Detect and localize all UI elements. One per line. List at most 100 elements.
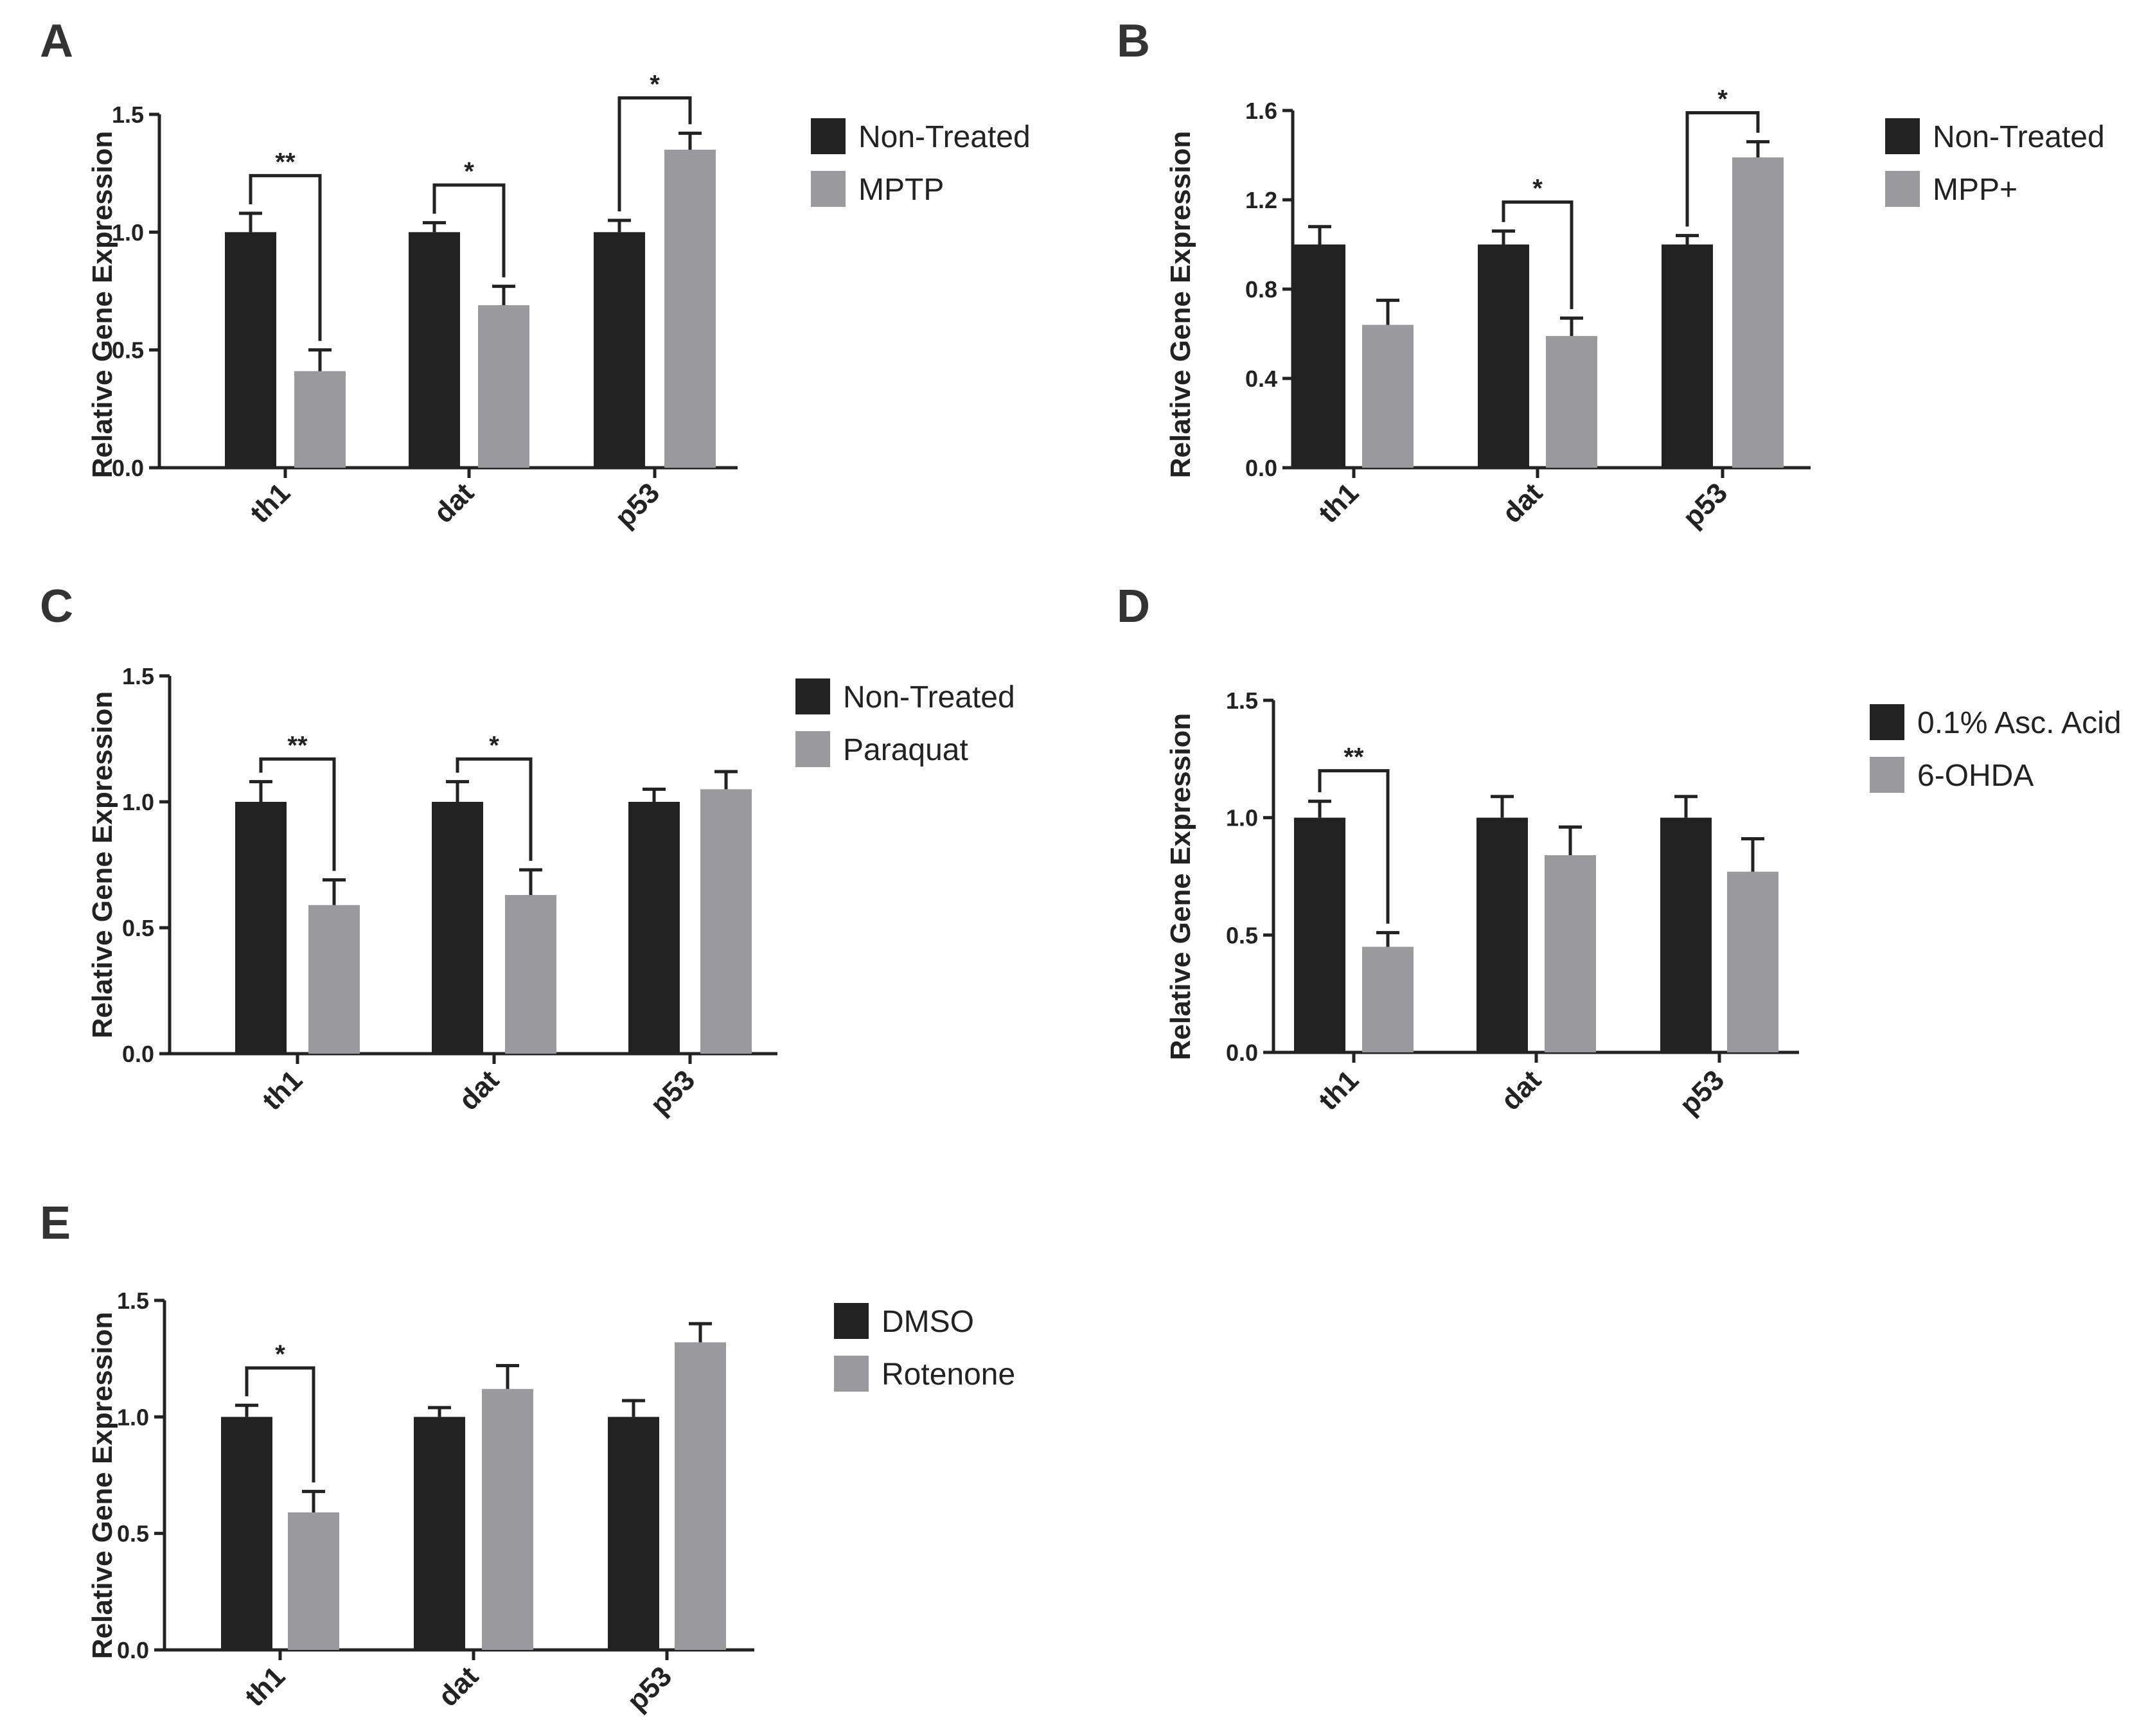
panel-c-legend-label: Paraquat bbox=[843, 733, 968, 767]
panel-b-legend-swatch bbox=[1885, 171, 1920, 207]
panel-b-y-tick-label: 1.6 bbox=[1245, 98, 1277, 124]
panel-d-legend-label: 0.1% Asc. Acid bbox=[1917, 706, 2122, 740]
panel-e-y-axis-label: Relative Gene Expression bbox=[87, 1312, 118, 1659]
panel-c-y-tick-label: 0.5 bbox=[122, 915, 154, 941]
panel-a-bar-p53-control bbox=[594, 232, 645, 468]
panel-c-significance-bracket bbox=[456, 757, 533, 861]
panel-b-bar-dat-control bbox=[1478, 244, 1529, 468]
panel-b-bar-th1-treated bbox=[1362, 324, 1414, 468]
panel-d-category-label-th1: th1 bbox=[1313, 1064, 1365, 1116]
panel-a-bar-p53-treated bbox=[664, 150, 716, 468]
panel-e-category-label-th1: th1 bbox=[239, 1660, 291, 1712]
panel-c-y-tick-label: 0.0 bbox=[122, 1041, 154, 1067]
panel-c-significance-label: ** bbox=[287, 731, 308, 759]
panel-e-y-tick-label: 1.0 bbox=[117, 1404, 149, 1430]
panel-e-category-label-p53: p53 bbox=[621, 1660, 678, 1717]
panel-c-category-label-p53: p53 bbox=[644, 1064, 701, 1120]
panel-d-legend-swatch bbox=[1870, 757, 1904, 793]
panel-d-legend-label: 6-OHDA bbox=[1917, 759, 2034, 793]
panel-e-bar-p53-treated bbox=[675, 1342, 726, 1650]
panel-d-bar-p53-control bbox=[1660, 817, 1712, 1052]
panel-e-bar-th1-control bbox=[221, 1417, 272, 1650]
panel-c-significance-label: * bbox=[489, 731, 499, 759]
panel-e-bar-th1-treated bbox=[288, 1512, 339, 1650]
panel-e-legend-swatch bbox=[834, 1303, 869, 1339]
panel-e-bar-dat-control bbox=[414, 1417, 465, 1650]
panel-c-legend-label: Non-Treated bbox=[843, 680, 1015, 714]
panel-d-bar-th1-treated bbox=[1362, 946, 1414, 1052]
panel-b-bar-p53-control bbox=[1662, 244, 1713, 468]
panel-b-y-axis-label: Relative Gene Expression bbox=[1165, 131, 1196, 478]
panel-a-significance-label: ** bbox=[275, 148, 296, 176]
panel-c-legend-swatch bbox=[795, 678, 830, 714]
panel-a-legend-swatch bbox=[811, 171, 846, 207]
panel-a-y-tick-label: 0.0 bbox=[112, 455, 144, 481]
panel-c-category-label-th1: th1 bbox=[256, 1064, 308, 1116]
panel-a-y-tick-label: 1.5 bbox=[112, 102, 144, 128]
panel-a-legend-swatch bbox=[811, 118, 846, 154]
panel-e-category-label-dat: dat bbox=[432, 1660, 485, 1713]
panel-b-y-tick-label: 0.0 bbox=[1245, 455, 1277, 481]
panel-b-legend-label: Non-Treated bbox=[1933, 120, 2105, 154]
panel-b-significance-label: * bbox=[1717, 85, 1728, 113]
panel-a-y-tick-label: 1.0 bbox=[112, 219, 144, 245]
panel-b-y-tick-label: 1.2 bbox=[1245, 187, 1277, 213]
panel-d-y-tick-label: 1.5 bbox=[1226, 687, 1258, 714]
panel-c-category-label-dat: dat bbox=[453, 1064, 506, 1117]
panel-d-y-tick-label: 1.0 bbox=[1226, 805, 1258, 831]
panel-a-significance-bracket bbox=[432, 183, 506, 278]
panel-b-y-tick-label: 0.4 bbox=[1245, 366, 1277, 392]
panel-e-y-tick-label: 0.0 bbox=[117, 1637, 149, 1663]
panel-a-significance-bracket bbox=[249, 173, 322, 341]
panel-a-letter: A bbox=[40, 15, 73, 67]
panel-d-bar-p53-treated bbox=[1727, 871, 1778, 1052]
panel-c-bar-p53-treated bbox=[700, 789, 752, 1054]
panel-b-legend-label: MPP+ bbox=[1933, 173, 2017, 207]
panel-c-bar-th1-treated bbox=[308, 905, 360, 1054]
panel-d-y-tick-label: 0.5 bbox=[1226, 922, 1258, 948]
panel-c-legend-swatch bbox=[795, 731, 830, 767]
panel-c-bar-th1-control bbox=[235, 802, 287, 1054]
panel-e-legend-label: Rotenone bbox=[882, 1358, 1015, 1392]
panel-c-significance-bracket bbox=[259, 757, 336, 871]
panel-d-bar-dat-control bbox=[1476, 817, 1528, 1052]
panel-c-bar-dat-treated bbox=[505, 895, 556, 1054]
panel-a-legend-label: MPTP bbox=[858, 173, 944, 207]
panel-a-significance-label: * bbox=[650, 70, 660, 98]
panel-e-letter: E bbox=[40, 1198, 71, 1249]
panel-d-letter: D bbox=[1117, 581, 1150, 632]
panel-c: C Relative Gene Expression 0.0 0.5 1.0 1.5 t… bbox=[40, 581, 1015, 1121]
panel-b-bar-th1-control bbox=[1294, 244, 1345, 468]
panel-d-bar-dat-treated bbox=[1545, 855, 1596, 1052]
panel-d-y-tick-label: 0.0 bbox=[1226, 1040, 1258, 1066]
panel-a-y-tick-label: 0.5 bbox=[112, 337, 144, 364]
panel-a-y-axis-label: Relative Gene Expression bbox=[87, 131, 118, 478]
panel-a: A Relative Gene Expression 0.0 0.5 1.0 1.5 t… bbox=[40, 15, 1031, 534]
panel-a-bar-dat-treated bbox=[478, 305, 529, 468]
panel-c-y-axis-label: Relative Gene Expression bbox=[87, 691, 118, 1038]
panel-a-significance-bracket bbox=[617, 96, 692, 211]
panel-d-category-label-p53: p53 bbox=[1674, 1064, 1730, 1120]
panel-a-category-label-th1: th1 bbox=[244, 477, 296, 529]
panel-e-significance-label: * bbox=[275, 1340, 285, 1368]
panel-a-bar-th1-control bbox=[225, 232, 276, 468]
panel-a-significance-label: * bbox=[464, 157, 474, 186]
panel-e-legend-swatch bbox=[834, 1356, 869, 1392]
panel-d-legend-swatch bbox=[1870, 704, 1904, 740]
panel-b: B Relative Gene Expression 0.0 0.4 0.8 1.2 1… bbox=[1117, 15, 2105, 534]
panel-a-legend-label: Non-Treated bbox=[858, 120, 1031, 154]
panel-d-category-label-dat: dat bbox=[1495, 1064, 1548, 1117]
panel-a-bar-th1-treated bbox=[294, 371, 346, 468]
panel-c-letter: C bbox=[40, 581, 73, 632]
panel-d: D Relative Gene Expression 0.0 0.5 1.0 1.5 t… bbox=[1117, 581, 2122, 1121]
panel-b-significance-bracket bbox=[1502, 200, 1574, 310]
panel-c-y-tick-label: 1.0 bbox=[122, 789, 154, 815]
panel-b-y-tick-label: 0.8 bbox=[1245, 276, 1277, 303]
panel-b-significance-label: * bbox=[1532, 174, 1543, 202]
panel-c-y-tick-label: 1.5 bbox=[122, 663, 154, 689]
panel-e: E Relative Gene Expression 0.0 0.5 1.0 1.5 t… bbox=[40, 1198, 1015, 1717]
panel-d-significance-label: ** bbox=[1343, 743, 1364, 772]
panel-b-significance-bracket bbox=[1685, 111, 1760, 227]
panel-b-category-label-p53: p53 bbox=[1677, 477, 1734, 533]
panel-c-bar-p53-control bbox=[628, 802, 680, 1054]
